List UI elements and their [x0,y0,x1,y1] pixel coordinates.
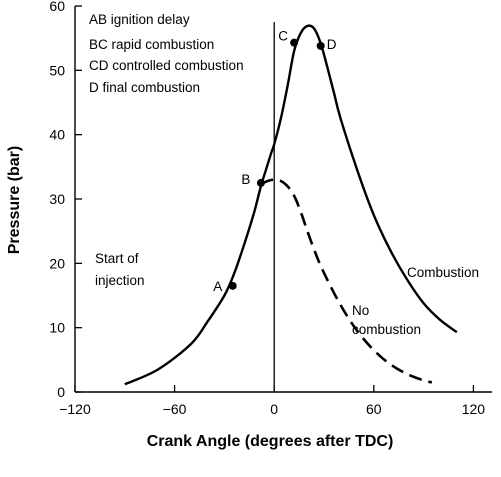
series-line-no-combustion [260,178,433,384]
x-tick-label: 0 [270,401,278,417]
y-tick-label: 10 [49,320,65,336]
y-tick-label: 0 [57,384,65,400]
annotation-start-of-injection-1: Start of [95,251,139,266]
y-ticks: 0 10 20 30 40 50 60 [49,0,82,400]
point-label-c: C [278,29,288,44]
legend-line-bc: BC rapid combustion [89,37,214,52]
point-c [290,38,299,47]
y-tick-label: 60 [49,0,65,14]
x-tick-label: 60 [366,401,382,417]
y-tick-label: 30 [49,191,65,207]
x-ticks: −120 −60 0 60 120 [59,385,485,417]
point-d [316,41,325,50]
y-axis-title: Pressure (bar) [6,146,23,255]
x-tick-label: −120 [59,401,91,417]
legend-line-ab: AB ignition delay [89,12,190,27]
annotation-no-combustion-1: No [352,303,369,318]
legend-line-cd: CD controlled combustion [89,58,244,73]
x-tick-label: 120 [462,401,486,417]
point-label-a: A [213,279,222,294]
y-tick-label: 20 [49,255,65,271]
annotation-combustion: Combustion [407,265,479,280]
x-tick-label: −60 [163,401,187,417]
annotation-no-combustion-2: combustion [352,322,421,337]
series-layer [124,24,458,386]
point-a [228,281,237,290]
annotation-start-of-injection-2: injection [95,273,145,288]
legend-line-d: D final combustion [89,80,200,95]
points-layer: A B C D [213,29,337,294]
series-line-combustion [124,24,458,386]
x-axis-title: Crank Angle (degrees after TDC) [147,433,394,450]
y-tick-label: 40 [49,127,65,143]
point-label-b: B [241,172,250,187]
point-b [256,178,265,187]
point-label-d: D [327,37,337,52]
y-tick-label: 50 [49,62,65,78]
